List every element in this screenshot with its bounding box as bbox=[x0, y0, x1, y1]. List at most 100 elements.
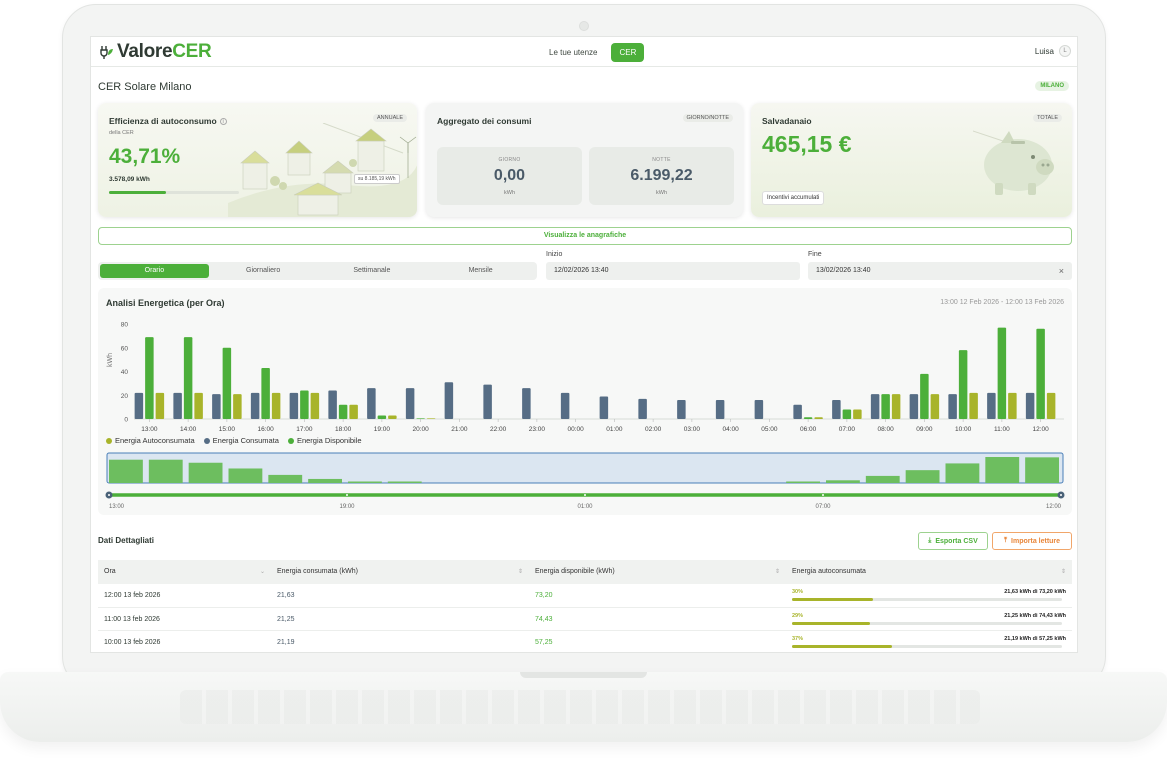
efficiency-card: Efficienza di autoconsumo i ANNUALE della… bbox=[98, 103, 417, 217]
import-readings-label: Importa letture bbox=[1011, 537, 1061, 545]
x-tick-label: 05:00 bbox=[761, 426, 778, 433]
navigator-bar bbox=[905, 470, 940, 483]
logo[interactable]: ValoreCER bbox=[98, 41, 212, 63]
x-tick-label: 21:00 bbox=[451, 426, 468, 433]
auto-detail: 21,63 kWh di 73,20 kWh bbox=[1004, 589, 1066, 595]
chevron-down-icon[interactable]: ⌄ bbox=[259, 569, 265, 575]
column-header-consumata[interactable]: Energia consumata (kWh) ⇕ bbox=[271, 560, 529, 584]
chart-range: 13:00 12 Feb 2026 - 12:00 13 Feb 2026 bbox=[940, 299, 1064, 306]
import-readings-button[interactable]: ⤒ Importa letture bbox=[992, 532, 1072, 550]
nav-item-utenze[interactable]: Le tue utenze bbox=[549, 48, 598, 57]
tab-giornaliero[interactable]: Giornaliero bbox=[246, 267, 281, 274]
bar-energia-consumata bbox=[328, 390, 337, 419]
cell-ora: 10:00 13 feb 2026 bbox=[104, 639, 161, 646]
tab-mensile[interactable]: Mensile bbox=[468, 267, 493, 274]
auto-detail: 21,19 kWh di 57,25 kWh bbox=[1004, 636, 1066, 642]
laptop-hinge-notch bbox=[520, 672, 647, 678]
legend-item-consumata[interactable]: Energia Consumata bbox=[203, 436, 279, 445]
bar-energia-disponibile bbox=[222, 347, 232, 419]
x-tick-label: 09:00 bbox=[916, 426, 933, 433]
navigator-bar bbox=[786, 481, 820, 483]
navigator-tick-label: 07:00 bbox=[815, 504, 831, 510]
legend-item-disponibile[interactable]: Energia Disponibile bbox=[287, 436, 362, 445]
nav-item-cer[interactable]: CER bbox=[611, 43, 645, 62]
x-tick-label: 02:00 bbox=[645, 426, 662, 433]
auto-detail: 21,25 kWh di 74,43 kWh bbox=[1004, 612, 1066, 619]
bar-energia-consumata bbox=[677, 400, 686, 419]
sort-icon[interactable]: ⇕ bbox=[774, 569, 780, 575]
legend-item-autoconsumata[interactable]: Energia Autoconsumata bbox=[106, 436, 195, 445]
bar-energia-consumata bbox=[289, 392, 299, 419]
y-tick-label: 0 bbox=[124, 417, 128, 424]
user-menu[interactable]: Luisa L bbox=[1035, 45, 1071, 57]
efficiency-percentage: 43,71% bbox=[109, 145, 181, 168]
x-tick-label: 01:00 bbox=[606, 426, 623, 433]
legend-dot-disponibile bbox=[287, 437, 294, 444]
navigator-bar bbox=[109, 459, 143, 483]
avatar[interactable]: L bbox=[1059, 45, 1071, 57]
efficiency-title-text: Efficienza di autoconsumo bbox=[109, 116, 217, 126]
incentives-button[interactable]: Incentivi accumulati bbox=[762, 191, 825, 205]
details-table: Ora ⌄ Energia consumata (kWh) ⇕ Energia di… bbox=[98, 560, 1072, 652]
x-tick-label: 10:00 bbox=[955, 426, 972, 433]
night-consumption-box: NOTTE 6.199,22 kWh bbox=[589, 147, 734, 205]
period-tabs: Orario Giornaliero Settimanale Mensile bbox=[98, 262, 537, 280]
navigator-bar bbox=[308, 478, 342, 483]
x-tick-label: 00:00 bbox=[567, 426, 584, 433]
auto-progress bbox=[792, 645, 1062, 648]
plug-leaf-icon bbox=[100, 46, 113, 59]
bar-energia-disponibile bbox=[183, 337, 193, 419]
sort-icon[interactable]: ⇕ bbox=[1060, 569, 1066, 575]
bar-energia-consumata bbox=[405, 388, 415, 419]
column-header-ora[interactable]: Ora ⌄ bbox=[98, 560, 271, 584]
column-header-autoconsumata-label: Energia autoconsumata bbox=[792, 568, 866, 575]
navigator-tick-mark bbox=[108, 494, 110, 496]
table-row[interactable]: 10:00 13 feb 2026 21,19 57,25 37% 21,19 … bbox=[98, 631, 1072, 652]
start-date-input[interactable]: 12/02/2026 13:40 bbox=[546, 262, 800, 280]
bar-energia-disponibile bbox=[881, 394, 890, 419]
efficiency-total-badge: su 8.185,19 kWh bbox=[354, 174, 400, 184]
navigator-bar bbox=[387, 481, 422, 483]
details-title: Dati Dettagliati bbox=[98, 536, 155, 545]
bar-energia-disponibile bbox=[377, 415, 387, 419]
x-tick-label: 22:00 bbox=[490, 426, 507, 433]
day-unit: kWh bbox=[504, 190, 515, 196]
auto-percentage: 37% bbox=[792, 636, 804, 642]
energy-chart-panel: Analisi Energetica (per Ora) 13:00 12 Fe… bbox=[98, 288, 1072, 515]
clear-date-icon[interactable]: × bbox=[1058, 266, 1064, 276]
navigator-bar bbox=[945, 463, 980, 483]
bar-energia-autoconsumata bbox=[388, 415, 397, 419]
end-date-input[interactable]: 13/02/2026 13:40 × bbox=[808, 262, 1072, 280]
bar-energia-autoconsumata bbox=[271, 392, 281, 419]
piggybank-value: 465,15 € bbox=[762, 131, 852, 157]
bar-energia-consumata bbox=[444, 382, 454, 419]
auto-progress bbox=[792, 621, 1062, 625]
export-csv-button[interactable]: ⤓ Esporta CSV bbox=[918, 532, 988, 550]
view-registry-button[interactable]: Visualizza le anagrafiche bbox=[98, 227, 1072, 245]
bar-energia-disponibile bbox=[145, 337, 154, 419]
bar-energia-autoconsumata bbox=[891, 394, 901, 419]
download-icon: ⤓ bbox=[928, 537, 932, 544]
navigator-bar bbox=[348, 481, 382, 483]
cell-autoconsumata: 37% 21,19 kWh di 57,25 kWh bbox=[786, 631, 1072, 652]
navigator-bar bbox=[188, 462, 223, 483]
column-header-autoconsumata[interactable]: Energia autoconsumata ⇕ bbox=[786, 560, 1072, 584]
bar-energia-consumata bbox=[522, 388, 531, 419]
navigator-window bbox=[106, 452, 1064, 484]
sort-icon[interactable]: ⇕ bbox=[517, 569, 523, 575]
legend-label-consumata: Energia Consumata bbox=[212, 436, 279, 445]
bar-energia-autoconsumata bbox=[194, 392, 203, 419]
cell-autoconsumata: 30% 21,63 kWh di 73,20 kWh bbox=[786, 584, 1072, 607]
navigator-bar bbox=[985, 457, 1020, 483]
tab-orario[interactable]: Orario bbox=[100, 264, 209, 278]
column-header-disponibile[interactable]: Energia disponibile (kWh) ⇕ bbox=[529, 560, 786, 584]
x-tick-label: 19:00 bbox=[374, 426, 391, 433]
table-row[interactable]: 11:00 13 feb 2026 21,25 74,43 29% 21,25 … bbox=[98, 607, 1072, 631]
start-date-label: Inizio bbox=[546, 251, 563, 258]
night-value: 6.199,22 bbox=[630, 167, 693, 184]
tab-settimanale[interactable]: Settimanale bbox=[353, 267, 391, 274]
night-unit: kWh bbox=[656, 190, 667, 196]
info-icon[interactable]: i bbox=[219, 118, 227, 125]
bar-energia-consumata bbox=[793, 404, 802, 419]
table-row[interactable]: 12:00 13 feb 2026 21,63 73,20 30% 21,63 … bbox=[98, 584, 1072, 608]
